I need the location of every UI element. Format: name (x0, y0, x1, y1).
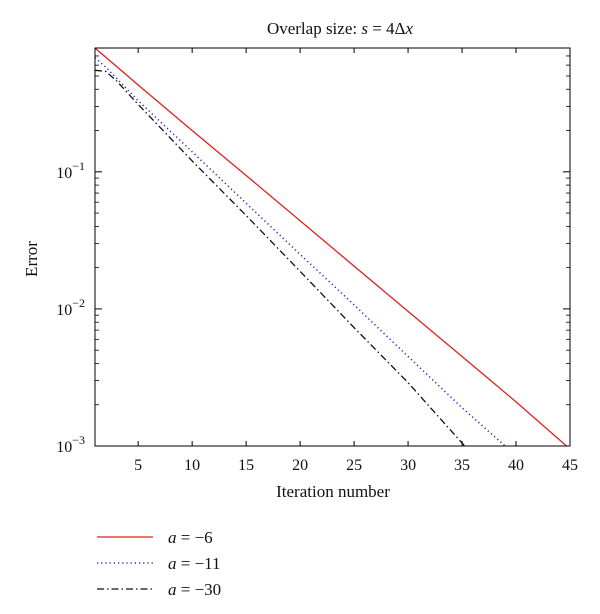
ticks-layer: 5 10 15 20 25 30 35 40 45 10−1 10−2 10−3 (56, 47, 578, 474)
x-axis-title: Iteration number (276, 482, 390, 501)
title-prefix: Overlap size: (267, 19, 361, 38)
legend-label-3: a = −30 (168, 580, 221, 599)
series-layer (95, 48, 568, 446)
x-tick-label: 5 (134, 457, 142, 474)
y-tick-label: 10−1 (56, 159, 85, 182)
title-var: s (361, 19, 368, 38)
axes-layer (94, 47, 571, 447)
y-axis-title: Error (22, 241, 41, 277)
x-tick-label: 20 (292, 457, 308, 474)
legend-label-1: a = −6 (168, 528, 213, 547)
series-line-1 (95, 48, 568, 446)
y-tick-label: 10−3 (56, 433, 85, 456)
x-tick-label: 10 (184, 457, 200, 474)
title-rest: = 4Δ (368, 19, 406, 38)
chart-title: Overlap size: s = 4Δx (267, 19, 414, 38)
plot-frame (94, 47, 571, 447)
title-var2: x (405, 19, 414, 38)
series-line-2 (95, 57, 507, 446)
series-line-3 (95, 69, 466, 446)
legend-label-2: a = −11 (168, 554, 221, 573)
legend: a = −6 a = −11 a = −30 (97, 528, 221, 599)
y-tick-label: 10−2 (56, 296, 85, 319)
x-tick-label: 40 (508, 457, 524, 474)
x-tick-label: 25 (346, 457, 362, 474)
x-tick-label: 45 (562, 457, 578, 474)
x-tick-label: 15 (238, 457, 254, 474)
x-tick-label: 30 (400, 457, 416, 474)
x-tick-label: 35 (454, 457, 470, 474)
